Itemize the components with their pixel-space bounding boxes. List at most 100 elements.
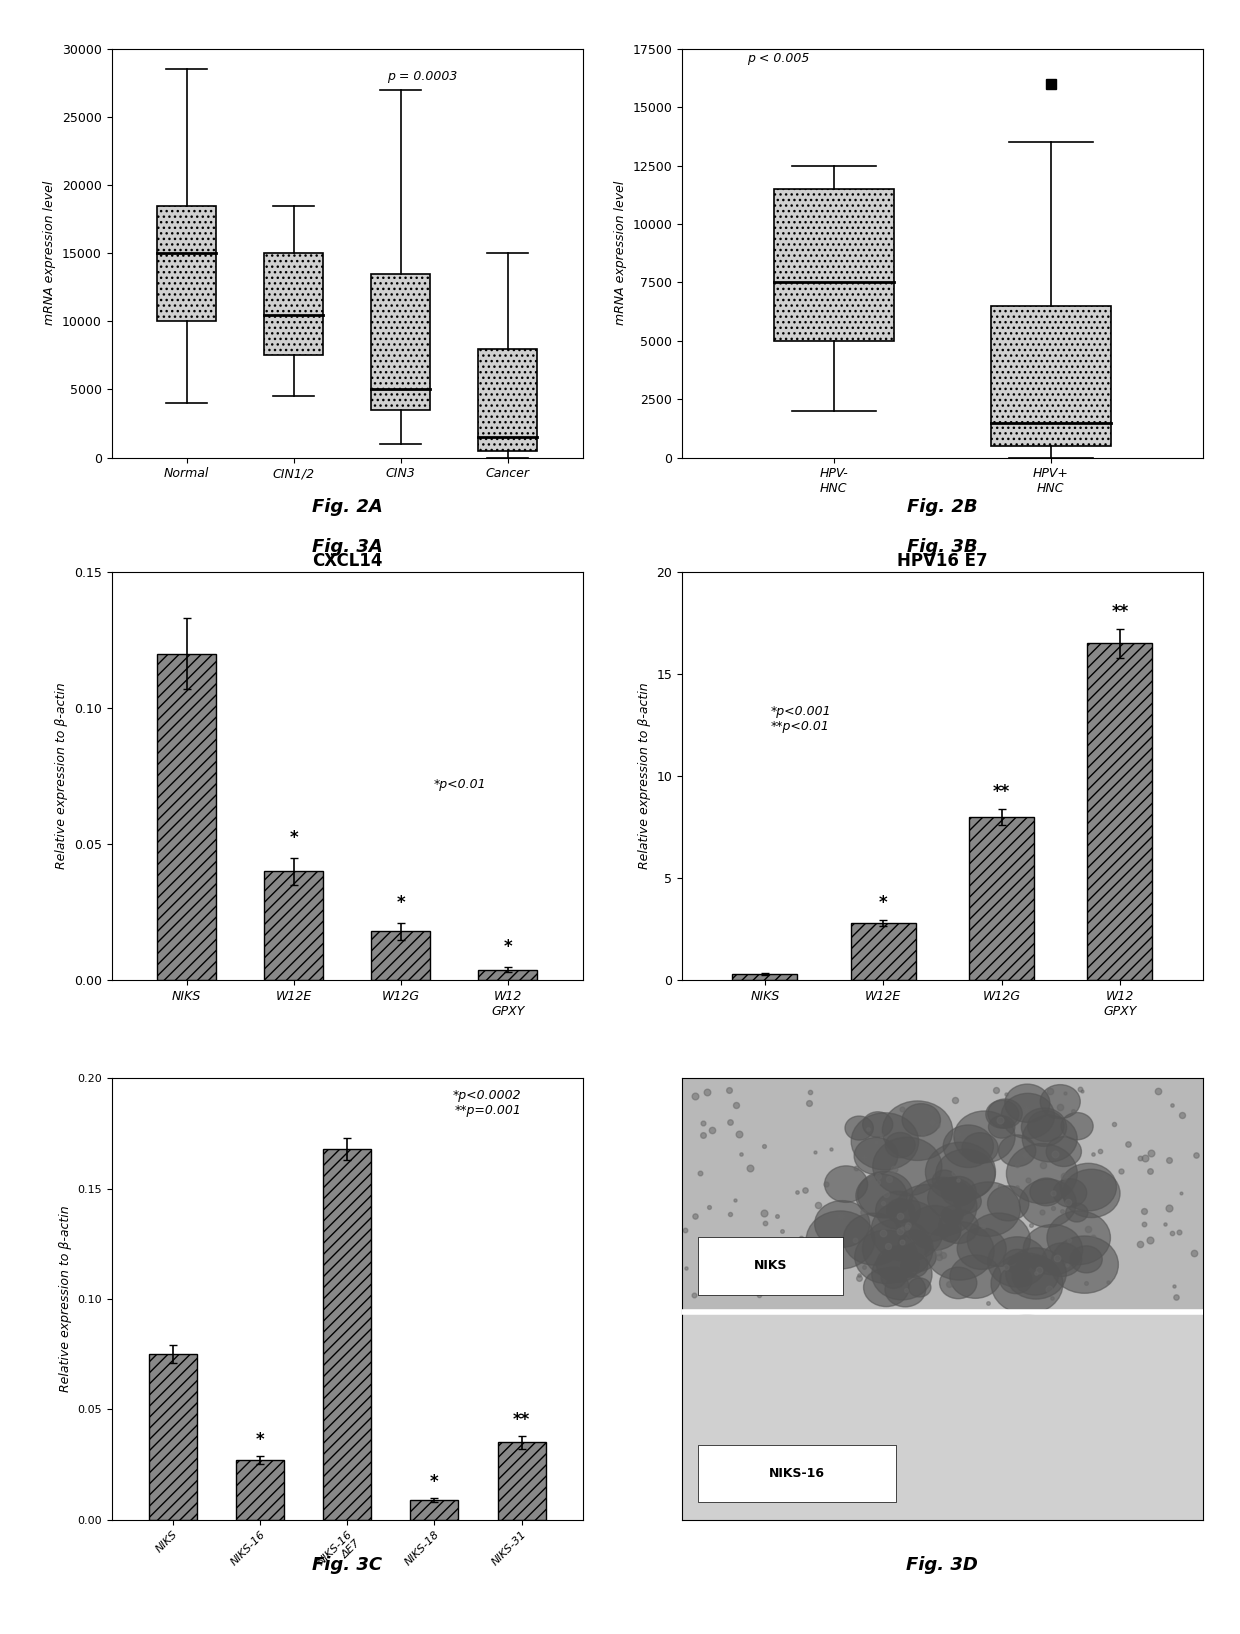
Text: **: ** <box>993 783 1011 801</box>
Circle shape <box>932 1170 957 1191</box>
Circle shape <box>1006 1248 1066 1299</box>
Text: Fig. 3D: Fig. 3D <box>906 1556 978 1574</box>
Text: *: * <box>397 894 405 912</box>
Circle shape <box>940 1224 961 1242</box>
Circle shape <box>1040 1085 1080 1119</box>
Circle shape <box>954 1190 981 1212</box>
Circle shape <box>893 1185 961 1242</box>
Circle shape <box>806 1211 874 1270</box>
Text: **: ** <box>1111 603 1128 621</box>
Circle shape <box>898 1230 931 1258</box>
Bar <box>851 923 916 980</box>
Text: **: ** <box>513 1412 531 1430</box>
Circle shape <box>950 1255 1001 1299</box>
Circle shape <box>956 1181 1021 1237</box>
Bar <box>682 1078 1203 1312</box>
Circle shape <box>885 1273 925 1307</box>
Circle shape <box>988 1116 1014 1139</box>
Bar <box>733 974 797 980</box>
Circle shape <box>1023 1224 1083 1275</box>
Bar <box>968 817 1034 980</box>
Circle shape <box>885 1132 915 1159</box>
Circle shape <box>872 1248 932 1301</box>
Text: *: * <box>255 1431 264 1449</box>
Circle shape <box>863 1111 893 1137</box>
Circle shape <box>851 1113 919 1170</box>
Bar <box>479 348 537 451</box>
Circle shape <box>825 1165 868 1203</box>
Text: *p<0.01: *p<0.01 <box>434 778 486 791</box>
Bar <box>157 654 216 980</box>
Circle shape <box>1028 1111 1064 1142</box>
Circle shape <box>1047 1137 1081 1167</box>
Y-axis label: mRNA expression level: mRNA expression level <box>614 181 627 325</box>
Circle shape <box>844 1116 873 1141</box>
Text: *: * <box>503 938 512 956</box>
Circle shape <box>1019 1180 1076 1227</box>
Bar <box>698 1237 843 1294</box>
Circle shape <box>901 1103 940 1136</box>
Circle shape <box>986 1100 1019 1127</box>
Text: *: * <box>289 828 298 846</box>
Bar <box>157 206 216 322</box>
Bar <box>371 273 430 410</box>
Circle shape <box>908 1178 977 1235</box>
Circle shape <box>936 1149 996 1199</box>
Circle shape <box>856 1175 906 1217</box>
Circle shape <box>987 1186 1029 1221</box>
Circle shape <box>962 1132 998 1163</box>
Text: *: * <box>879 894 888 912</box>
Y-axis label: Relative expression to β-actin: Relative expression to β-actin <box>58 1206 72 1392</box>
Circle shape <box>957 1227 1006 1270</box>
Bar <box>410 1500 459 1520</box>
Text: Fig. 3A: Fig. 3A <box>311 538 383 556</box>
Y-axis label: Relative expression to β-actin: Relative expression to β-actin <box>637 683 651 869</box>
Bar <box>264 253 324 356</box>
Bar <box>371 931 430 980</box>
Circle shape <box>928 1178 976 1219</box>
Circle shape <box>988 1100 1022 1127</box>
Title: CXCL14: CXCL14 <box>312 552 382 570</box>
Bar <box>682 1312 1203 1520</box>
Circle shape <box>999 1266 1032 1294</box>
Circle shape <box>941 1176 976 1206</box>
Circle shape <box>870 1199 944 1261</box>
Bar <box>324 1149 371 1520</box>
Circle shape <box>863 1268 909 1307</box>
Circle shape <box>858 1172 913 1217</box>
Circle shape <box>944 1124 993 1168</box>
Circle shape <box>1001 1093 1054 1139</box>
Circle shape <box>909 1206 961 1250</box>
Bar <box>497 1443 546 1520</box>
Bar <box>236 1461 284 1520</box>
Circle shape <box>1047 1211 1111 1265</box>
Circle shape <box>873 1137 942 1196</box>
Text: NIKS: NIKS <box>754 1260 787 1273</box>
Circle shape <box>863 1219 932 1279</box>
Text: p = 0.0003: p = 0.0003 <box>387 70 458 83</box>
Bar <box>991 306 1111 446</box>
Bar <box>264 871 324 980</box>
Circle shape <box>1050 1235 1118 1292</box>
Text: *: * <box>430 1472 439 1490</box>
Circle shape <box>1022 1108 1066 1147</box>
Text: *p<0.0002
**p=0.001: *p<0.0002 **p=0.001 <box>453 1090 522 1118</box>
Circle shape <box>900 1255 928 1278</box>
Text: NIKS-16: NIKS-16 <box>769 1467 825 1480</box>
Y-axis label: Relative expression to β-actin: Relative expression to β-actin <box>56 683 68 869</box>
Y-axis label: mRNA expression level: mRNA expression level <box>43 181 57 325</box>
Circle shape <box>843 1212 904 1265</box>
Circle shape <box>1061 1113 1094 1141</box>
Circle shape <box>1053 1178 1086 1208</box>
Title: HPV16 E7: HPV16 E7 <box>897 552 988 570</box>
Circle shape <box>1004 1083 1050 1123</box>
Circle shape <box>877 1245 919 1283</box>
Text: p < 0.005: p < 0.005 <box>746 52 810 65</box>
Circle shape <box>909 1278 931 1297</box>
Text: Fig. 2B: Fig. 2B <box>908 498 977 516</box>
Circle shape <box>939 1209 978 1243</box>
Circle shape <box>1063 1170 1120 1217</box>
Circle shape <box>925 1142 996 1201</box>
Circle shape <box>1003 1250 1032 1273</box>
Bar <box>698 1444 895 1502</box>
